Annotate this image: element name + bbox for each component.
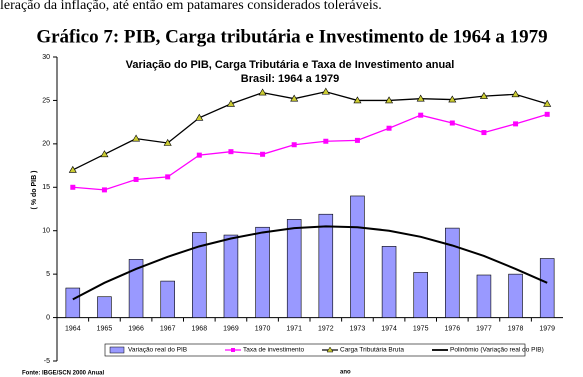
x-tick-label: 1968 [192,325,208,332]
marker [258,88,267,96]
bar [508,273,523,318]
bar [350,195,365,318]
marker [481,130,487,136]
marker [163,138,172,146]
bar [539,258,555,318]
legend-label: Polinômio (Variação real do PIB) [450,347,544,354]
marker [132,134,141,142]
x-axis-label: ano [340,370,351,376]
legend-label: Carga Tributária Bruta [340,347,404,354]
bar [286,219,302,318]
marker [133,176,139,182]
marker [321,87,330,95]
legend-swatch [109,346,125,354]
marker [416,94,425,102]
y-axis-label: ( % do PIB ) [31,171,38,210]
bar [192,232,207,318]
line [72,225,548,301]
x-tick-label: 1964 [65,325,81,332]
x-tick-label: 1978 [508,325,524,332]
marker [511,90,520,98]
marker [290,94,299,102]
bar [318,213,334,318]
y-tick-label: -5 [44,358,50,365]
x-tick-label: 1973 [350,325,366,332]
marker [100,150,109,158]
marker [291,142,297,148]
legend-label: Variação real do PIB [128,347,187,354]
legend-marker [326,346,334,353]
y-tick-label: 10 [42,228,50,235]
marker [449,120,455,126]
marker [260,151,266,157]
bar [476,274,492,318]
marker [544,111,550,117]
x-tick-label: 1969 [223,325,239,332]
marker [385,96,394,104]
y-tick-label: 20 [42,141,50,148]
line [72,113,548,191]
chart-title: Variação do PIB, Carga Tributária e Taxa… [126,59,455,71]
y-tick-label: 0 [46,314,50,321]
bar [255,226,270,318]
marker [165,174,171,180]
source: Fonte: IBGE/SCN 2000 Anual [22,371,104,377]
marker [101,187,107,193]
legend-marker [231,348,235,352]
legend-label: Taxa de investimento [243,347,304,354]
heading: Gráfico 7: PIB, Carga tributária e Inves… [36,26,547,47]
bar [381,246,397,318]
marker [513,121,519,127]
y-tick-label: 30 [42,54,50,61]
chart-subtitle: Brasil: 1964 a 1979 [241,73,339,85]
x-tick-label: 1965 [97,325,113,332]
x-tick-label: 1967 [160,325,176,332]
bar [97,296,112,318]
marker [479,91,488,99]
x-tick-label: 1972 [318,325,334,332]
bar [65,287,81,318]
y-tick-label: 15 [42,184,50,191]
marker [68,165,77,173]
marker [386,125,392,131]
line [72,91,548,171]
marker [228,149,234,155]
bar [413,272,428,318]
bar [223,234,239,318]
y-tick-label: 5 [46,271,50,278]
x-tick-label: 1979 [539,325,555,332]
bar [445,227,460,318]
marker [448,95,457,103]
legend-box [104,343,526,357]
x-tick-label: 1976 [445,325,461,332]
marker [196,152,202,158]
marker [226,99,235,107]
marker [353,96,362,104]
marker [354,137,360,143]
marker [418,112,424,118]
bar [128,259,144,318]
marker [543,99,552,107]
bar [160,280,175,318]
marker [70,184,76,190]
x-tick-label: 1975 [413,325,429,332]
x-tick-label: 1970 [255,325,271,332]
x-tick-label: 1966 [128,325,144,332]
intro-text: leração da inflação, até então em patama… [0,0,382,13]
x-tick-label: 1971 [286,325,302,332]
y-tick-label: 25 [42,97,50,104]
marker [323,138,329,144]
x-tick-label: 1977 [476,325,492,332]
x-tick-label: 1974 [381,325,397,332]
marker [195,113,204,121]
